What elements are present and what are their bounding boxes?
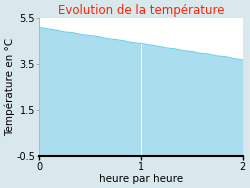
Title: Evolution de la température: Evolution de la température	[58, 4, 224, 17]
Y-axis label: Température en °C: Température en °C	[4, 38, 15, 136]
X-axis label: heure par heure: heure par heure	[99, 174, 183, 184]
